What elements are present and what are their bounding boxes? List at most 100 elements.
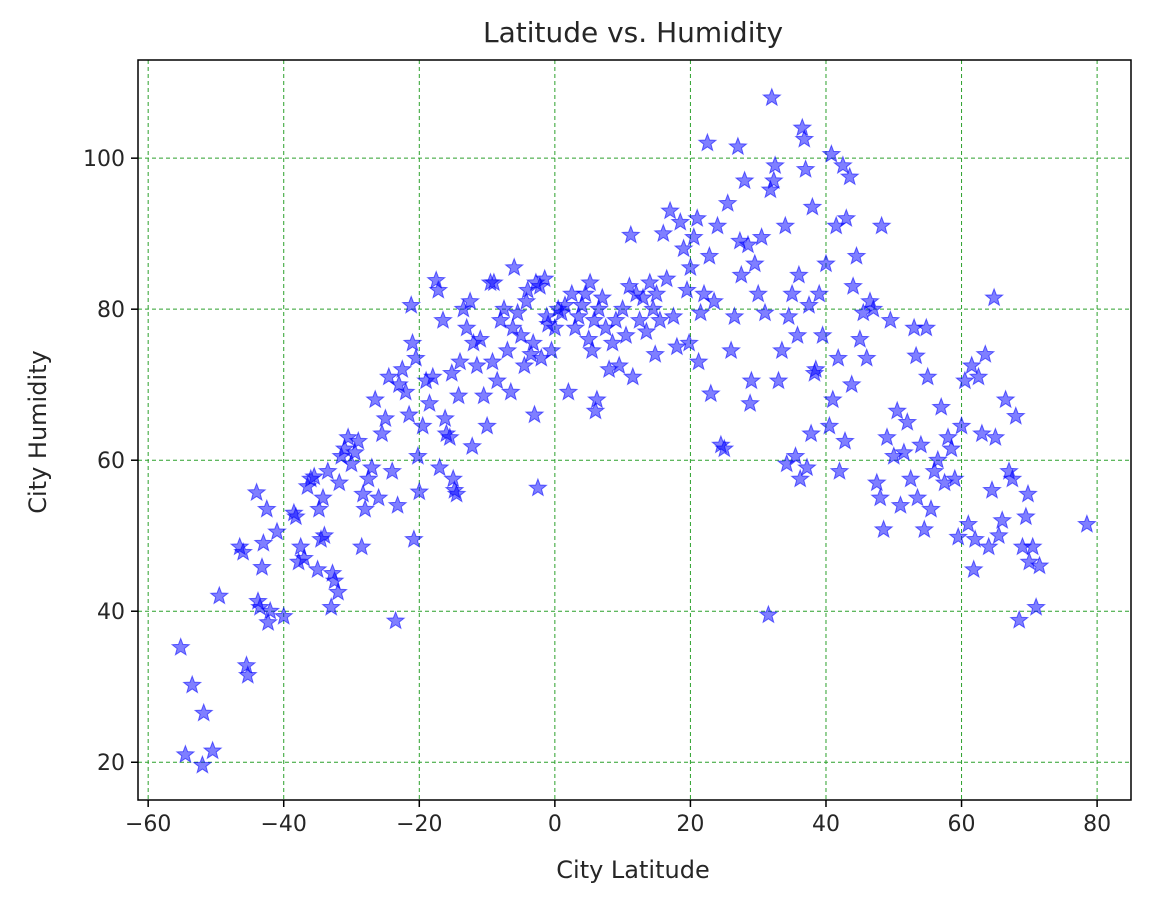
data-point-star [483, 272, 504, 292]
data-point-star [422, 366, 443, 386]
data-point-star [797, 457, 817, 477]
data-point-star [616, 325, 636, 345]
data-point-star [982, 479, 1002, 499]
data-point-star [629, 310, 650, 329]
data-point-star [835, 430, 855, 450]
data-point-star [395, 381, 416, 401]
data-point-star [900, 468, 921, 488]
data-point-star [717, 193, 738, 212]
data-point-star [462, 436, 483, 456]
data-point-star [968, 366, 989, 386]
data-point-star [758, 604, 779, 624]
data-point-star [602, 332, 623, 352]
data-point-star [555, 294, 575, 314]
data-point-star [1009, 609, 1030, 629]
data-point-star [907, 487, 928, 507]
data-point-star [673, 238, 694, 258]
data-point-star [309, 498, 329, 518]
data-point-star [836, 208, 857, 228]
data-point-star [253, 532, 274, 552]
y-tick-label: 80 [97, 298, 125, 323]
data-point-star [890, 495, 911, 514]
data-point-star [401, 294, 422, 314]
data-point-star [368, 487, 389, 507]
data-point-star [558, 381, 579, 401]
data-point-star [816, 253, 836, 273]
data-point-star [258, 612, 279, 632]
data-point-star [580, 272, 601, 292]
data-point-star [1019, 551, 1040, 571]
data-point-star [741, 370, 762, 390]
data-point-star [971, 423, 992, 443]
data-point-star [863, 298, 884, 318]
data-point-star [575, 283, 596, 303]
data-point-star [860, 291, 880, 311]
data-points [170, 87, 1097, 774]
x-tick-label: 20 [676, 812, 704, 837]
data-point-star [688, 351, 709, 371]
data-point-star [802, 196, 823, 216]
data-point-star [572, 294, 592, 314]
data-point-star [721, 340, 742, 360]
data-point-star [690, 302, 711, 322]
data-point-star [324, 570, 345, 590]
data-point-star [984, 287, 1005, 307]
data-point-star [592, 287, 613, 307]
data-point-star [487, 370, 508, 390]
data-point-star [193, 702, 214, 722]
data-point-star [714, 438, 735, 458]
data-point-star [500, 381, 521, 401]
data-point-star [978, 536, 999, 556]
data-point-star [358, 468, 379, 488]
data-point-star [643, 298, 664, 318]
data-point-star [700, 383, 721, 403]
data-point-star [407, 445, 428, 465]
data-point-star [433, 310, 453, 329]
data-point-star [699, 245, 720, 265]
data-point-star [355, 498, 376, 518]
data-point-star [694, 283, 714, 303]
data-point-star [812, 325, 833, 345]
data-point-star [873, 519, 894, 539]
data-point-star [285, 506, 306, 526]
data-point-star [740, 393, 761, 413]
data-point-star [304, 466, 325, 486]
data-point-star [544, 317, 565, 337]
data-point-star [585, 400, 606, 420]
data-point-star [439, 427, 460, 447]
data-point-star [612, 298, 633, 318]
data-point-star [428, 279, 449, 299]
data-point-star [924, 461, 945, 480]
data-point-star [620, 224, 641, 244]
data-point-star [809, 283, 830, 303]
data-point-star [822, 389, 843, 409]
data-point-star [412, 415, 433, 435]
data-point-star [494, 298, 514, 318]
data-point-star [344, 442, 365, 462]
data-point-star [317, 461, 338, 480]
y-axis-ticks: 20 40 60 80 100 [83, 147, 138, 776]
data-point-star [450, 351, 470, 371]
data-point-star [729, 230, 750, 250]
data-point-star [697, 132, 718, 152]
data-point-star [951, 415, 972, 435]
data-point-star [821, 143, 842, 163]
data-point-star [516, 291, 537, 311]
data-point-star [402, 332, 423, 352]
data-point-star [307, 559, 328, 579]
data-point-star [663, 306, 684, 326]
data-point-star [787, 325, 808, 345]
data-point-star [250, 596, 270, 616]
data-point-star [704, 291, 725, 311]
data-point-star [405, 347, 426, 367]
data-point-star [768, 370, 789, 390]
y-tick-label: 100 [83, 147, 125, 172]
x-tick-label: −20 [396, 812, 442, 837]
data-point-star [805, 359, 826, 379]
data-point-star [578, 328, 599, 348]
data-point-star [748, 283, 769, 303]
data-point-star [785, 445, 806, 465]
data-point-star [765, 155, 786, 175]
data-point-star [646, 283, 667, 303]
data-point-star [975, 344, 996, 363]
